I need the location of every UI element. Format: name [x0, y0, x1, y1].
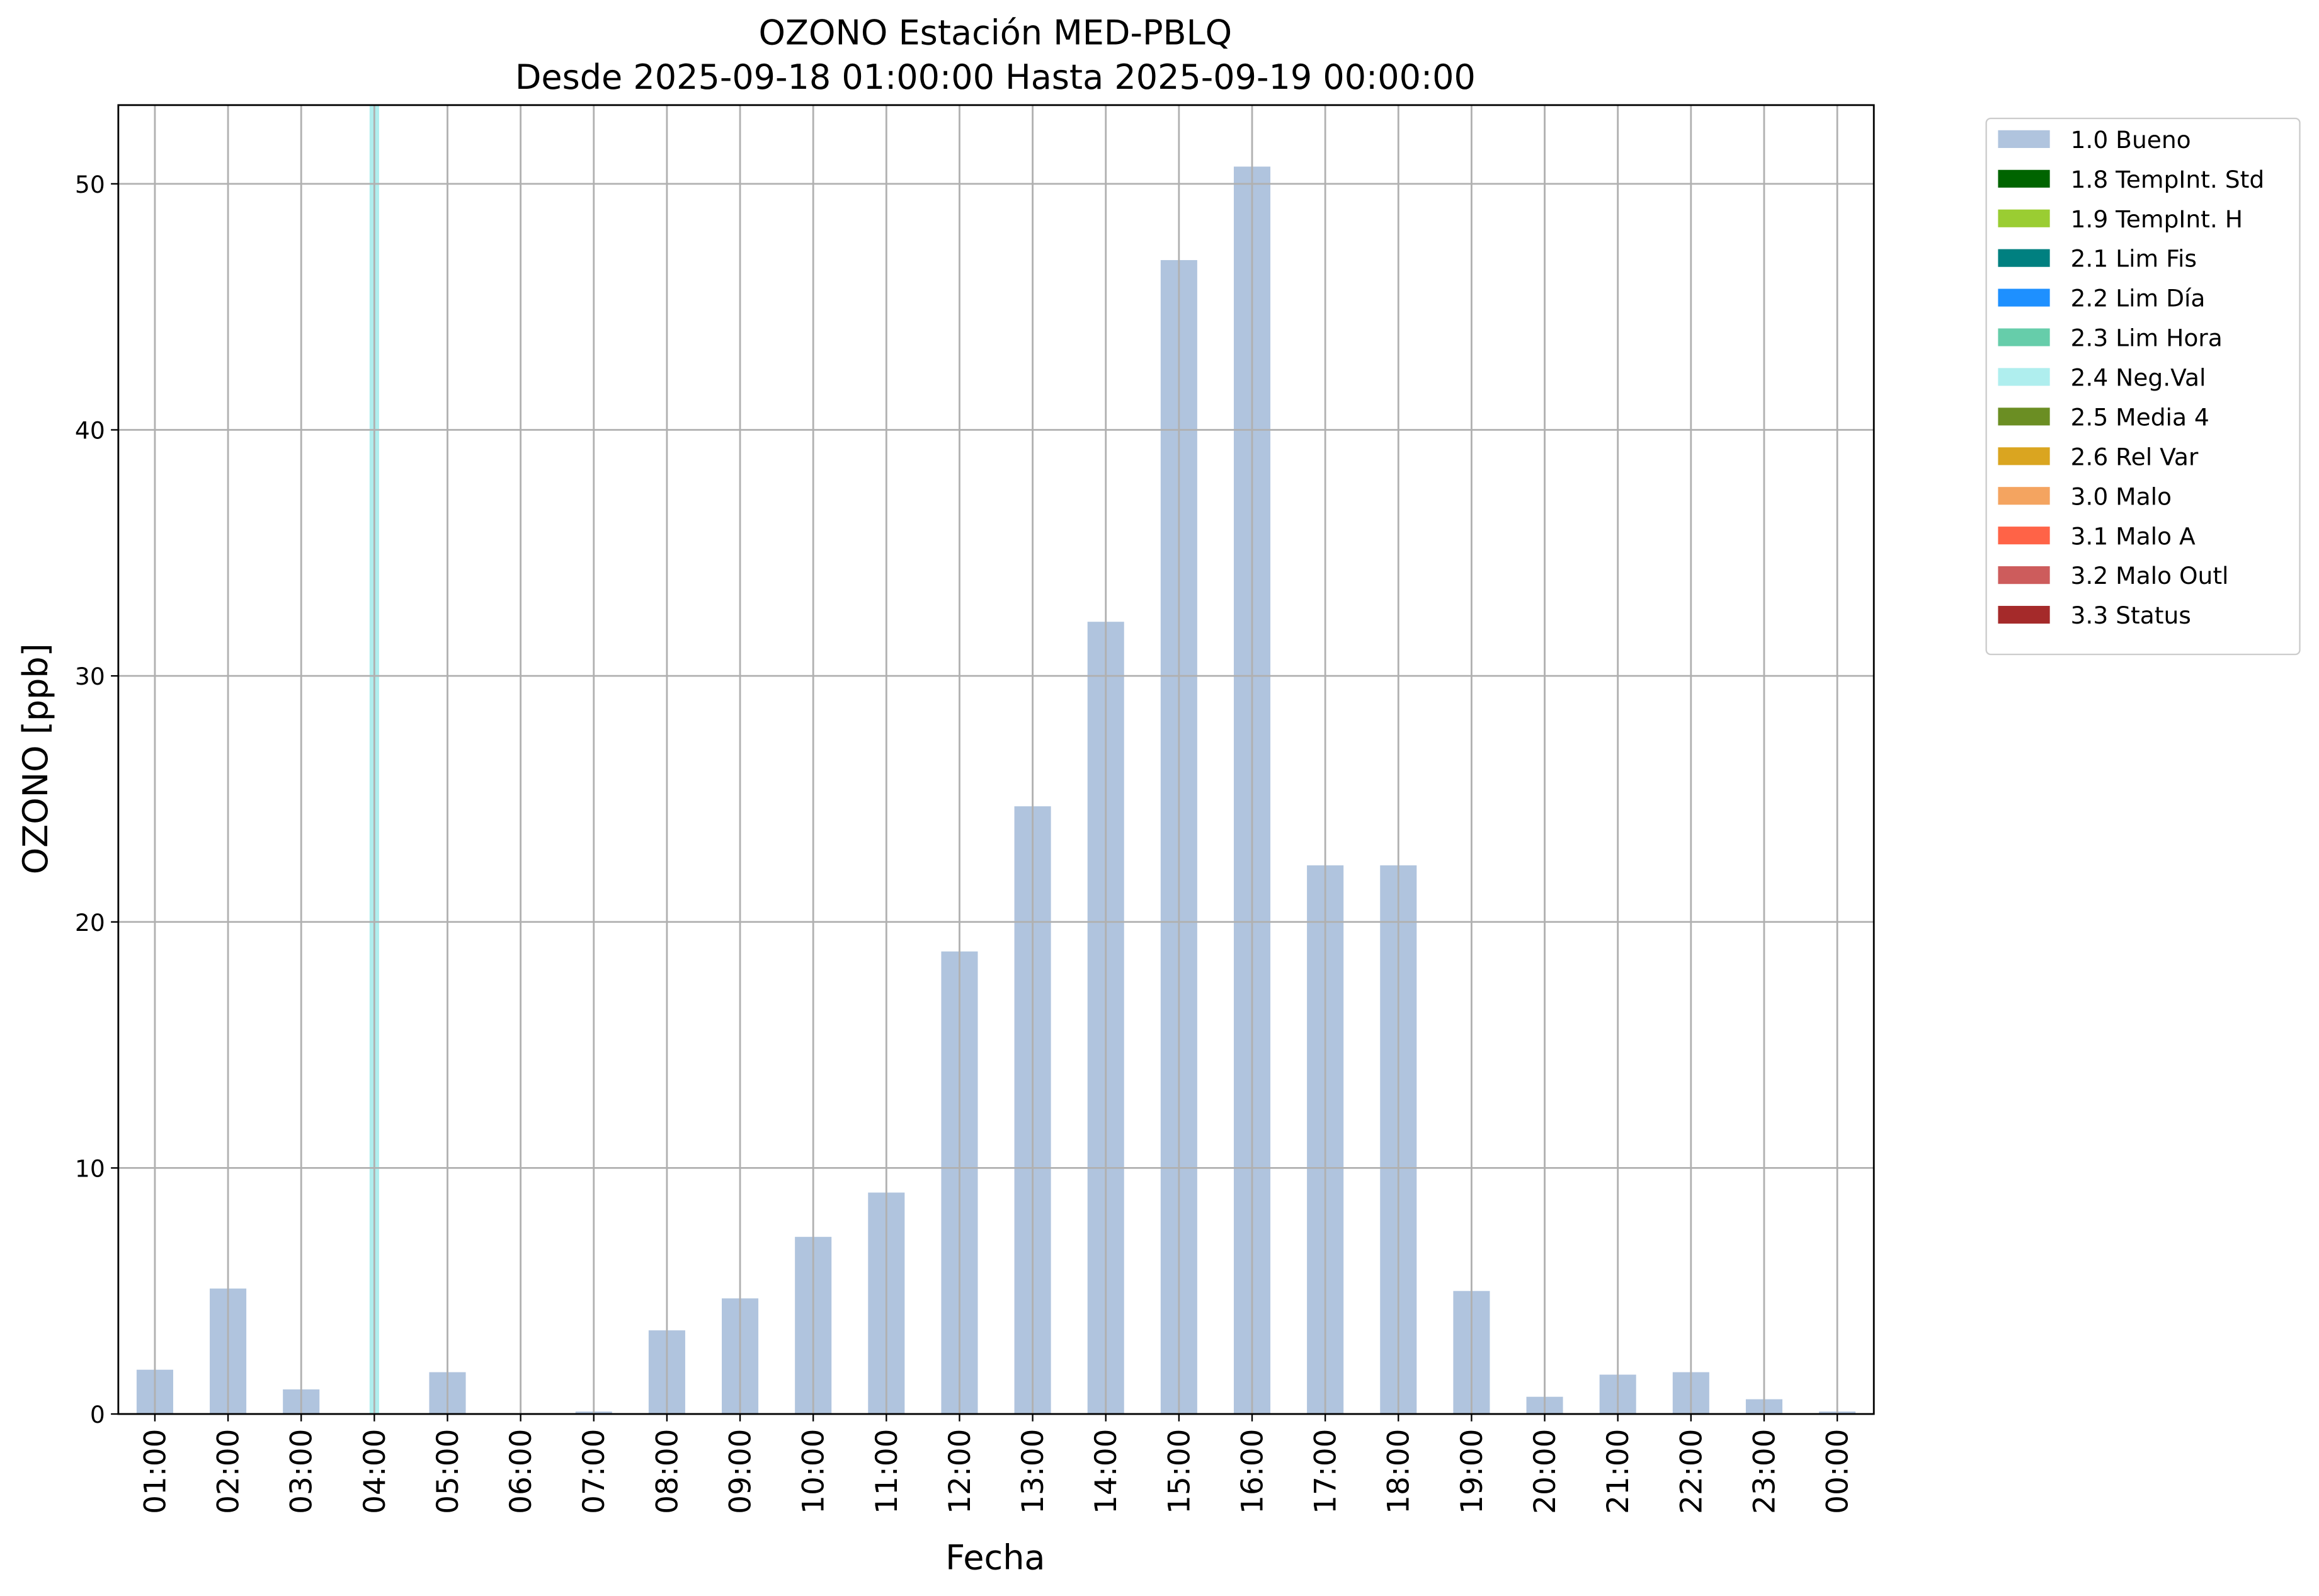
legend-swatch — [1998, 447, 2050, 465]
x-tick-label: 07:00 — [577, 1429, 612, 1514]
y-tick-label: 10 — [75, 1154, 105, 1182]
x-tick-label: 06:00 — [504, 1429, 538, 1514]
plot-frame — [117, 104, 1875, 1415]
legend-label: 2.4 Neg.Val — [2071, 364, 2206, 392]
x-tick-label: 10:00 — [797, 1429, 831, 1514]
x-tick-label: 04:00 — [358, 1429, 392, 1514]
y-tick-label: 20 — [75, 909, 105, 937]
x-tick-label: 18:00 — [1382, 1429, 1416, 1514]
x-tick-label: 11:00 — [870, 1429, 904, 1514]
legend-swatch — [1998, 249, 2050, 267]
x-tick-label: 19:00 — [1455, 1429, 1490, 1514]
x-tick-label: 13:00 — [1016, 1429, 1051, 1514]
x-tick-label: 01:00 — [138, 1429, 173, 1514]
chart-title: OZONO Estación MED-PBLQ — [759, 13, 1233, 53]
y-tick-label: 30 — [75, 663, 105, 690]
legend-swatch — [1998, 605, 2050, 624]
legend-label: 1.0 Bueno — [2071, 126, 2191, 154]
legend-swatch — [1998, 527, 2050, 545]
legend-label: 2.5 Media 4 — [2071, 403, 2209, 431]
x-tick-label: 12:00 — [943, 1429, 977, 1514]
legend-label: 3.1 Malo A — [2071, 522, 2196, 550]
x-tick-label: 08:00 — [650, 1429, 685, 1514]
x-tick-label: 23:00 — [1747, 1429, 1782, 1514]
x-tick-label: 02:00 — [212, 1429, 246, 1514]
x-tick-label: 17:00 — [1309, 1429, 1343, 1514]
legend-swatch — [1998, 288, 2050, 307]
legend-swatch — [1998, 169, 2050, 188]
legend-swatch — [1998, 487, 2050, 505]
x-tick-label: 15:00 — [1162, 1429, 1197, 1514]
legend-swatch — [1998, 130, 2050, 148]
x-tick-label: 20:00 — [1528, 1429, 1563, 1514]
legend-swatch — [1998, 566, 2050, 584]
legend-label: 2.6 Rel Var — [2071, 443, 2199, 470]
y-tick-label: 0 — [90, 1401, 105, 1428]
legend-swatch — [1998, 368, 2050, 386]
x-tick-label: 00:00 — [1821, 1429, 1855, 1514]
x-tick-label: 14:00 — [1089, 1429, 1124, 1514]
legend-box — [1985, 117, 2301, 656]
x-tick-label: 22:00 — [1674, 1429, 1709, 1514]
chart-subtitle: Desde 2025-09-18 01:00:00 Hasta 2025-09-… — [515, 57, 1476, 97]
legend-label: 3.3 Status — [2071, 601, 2191, 629]
legend-label: 1.9 TempInt. H — [2071, 205, 2243, 233]
legend-label: 3.2 Malo Outl — [2071, 562, 2229, 590]
x-tick-label: 16:00 — [1235, 1429, 1270, 1514]
y-axis-label: OZONO [ppb] — [16, 643, 55, 874]
legend-label: 2.3 Lim Hora — [2071, 324, 2223, 352]
legend-label: 1.8 TempInt. Std — [2071, 166, 2265, 193]
x-tick-label: 21:00 — [1601, 1429, 1636, 1514]
legend-label: 2.2 Lim Día — [2071, 285, 2206, 312]
y-tick-label: 50 — [75, 171, 105, 198]
legend-label: 3.0 Malo — [2071, 482, 2172, 510]
x-tick-label: 05:00 — [431, 1429, 465, 1514]
x-tick-label: 09:00 — [723, 1429, 758, 1514]
x-axis-label: Fecha — [945, 1538, 1045, 1578]
y-tick-label: 40 — [75, 417, 105, 445]
legend-label: 2.1 Lim Fis — [2071, 245, 2197, 273]
x-tick-label: 03:00 — [285, 1429, 319, 1514]
legend-swatch — [1998, 408, 2050, 426]
legend-swatch — [1998, 209, 2050, 227]
legend-swatch — [1998, 328, 2050, 346]
